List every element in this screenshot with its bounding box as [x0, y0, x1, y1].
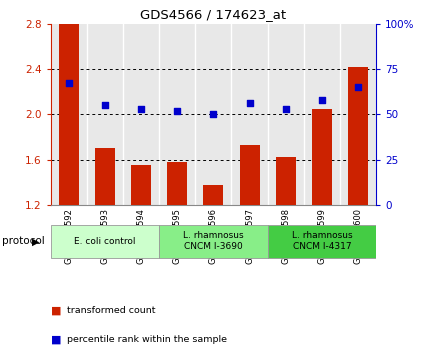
Text: transformed count: transformed count: [67, 306, 156, 315]
Point: [210, 111, 217, 117]
Bar: [51, 225, 159, 258]
Point: [101, 102, 108, 108]
Bar: [304, 24, 340, 205]
Point: [282, 106, 289, 112]
Bar: [203, 185, 224, 205]
Point: [355, 84, 362, 90]
Text: ■: ■: [51, 334, 61, 344]
Bar: [59, 24, 79, 205]
Bar: [159, 225, 268, 258]
Bar: [95, 148, 115, 205]
Text: ▶: ▶: [32, 236, 40, 246]
Text: L. rhamnosus
CNCM I-4317: L. rhamnosus CNCM I-4317: [292, 231, 352, 252]
Bar: [131, 166, 151, 205]
Text: ■: ■: [51, 305, 61, 315]
Bar: [195, 24, 231, 205]
Text: percentile rank within the sample: percentile rank within the sample: [67, 335, 227, 344]
Text: L. rhamnosus
CNCM I-3690: L. rhamnosus CNCM I-3690: [183, 231, 244, 252]
Bar: [312, 109, 332, 205]
Bar: [268, 24, 304, 205]
Title: GDS4566 / 174623_at: GDS4566 / 174623_at: [140, 8, 286, 21]
Bar: [268, 225, 376, 258]
Bar: [167, 162, 187, 205]
Bar: [340, 24, 376, 205]
Point: [174, 108, 181, 114]
Bar: [87, 24, 123, 205]
Bar: [51, 24, 87, 205]
Bar: [231, 24, 268, 205]
Point: [65, 81, 72, 86]
Text: protocol: protocol: [2, 236, 45, 246]
Point: [138, 106, 145, 112]
Bar: [348, 67, 368, 205]
Point: [246, 101, 253, 106]
Text: E. coli control: E. coli control: [74, 237, 136, 246]
Bar: [240, 145, 260, 205]
Bar: [159, 24, 195, 205]
Point: [319, 97, 326, 103]
Bar: [276, 158, 296, 205]
Bar: [123, 24, 159, 205]
